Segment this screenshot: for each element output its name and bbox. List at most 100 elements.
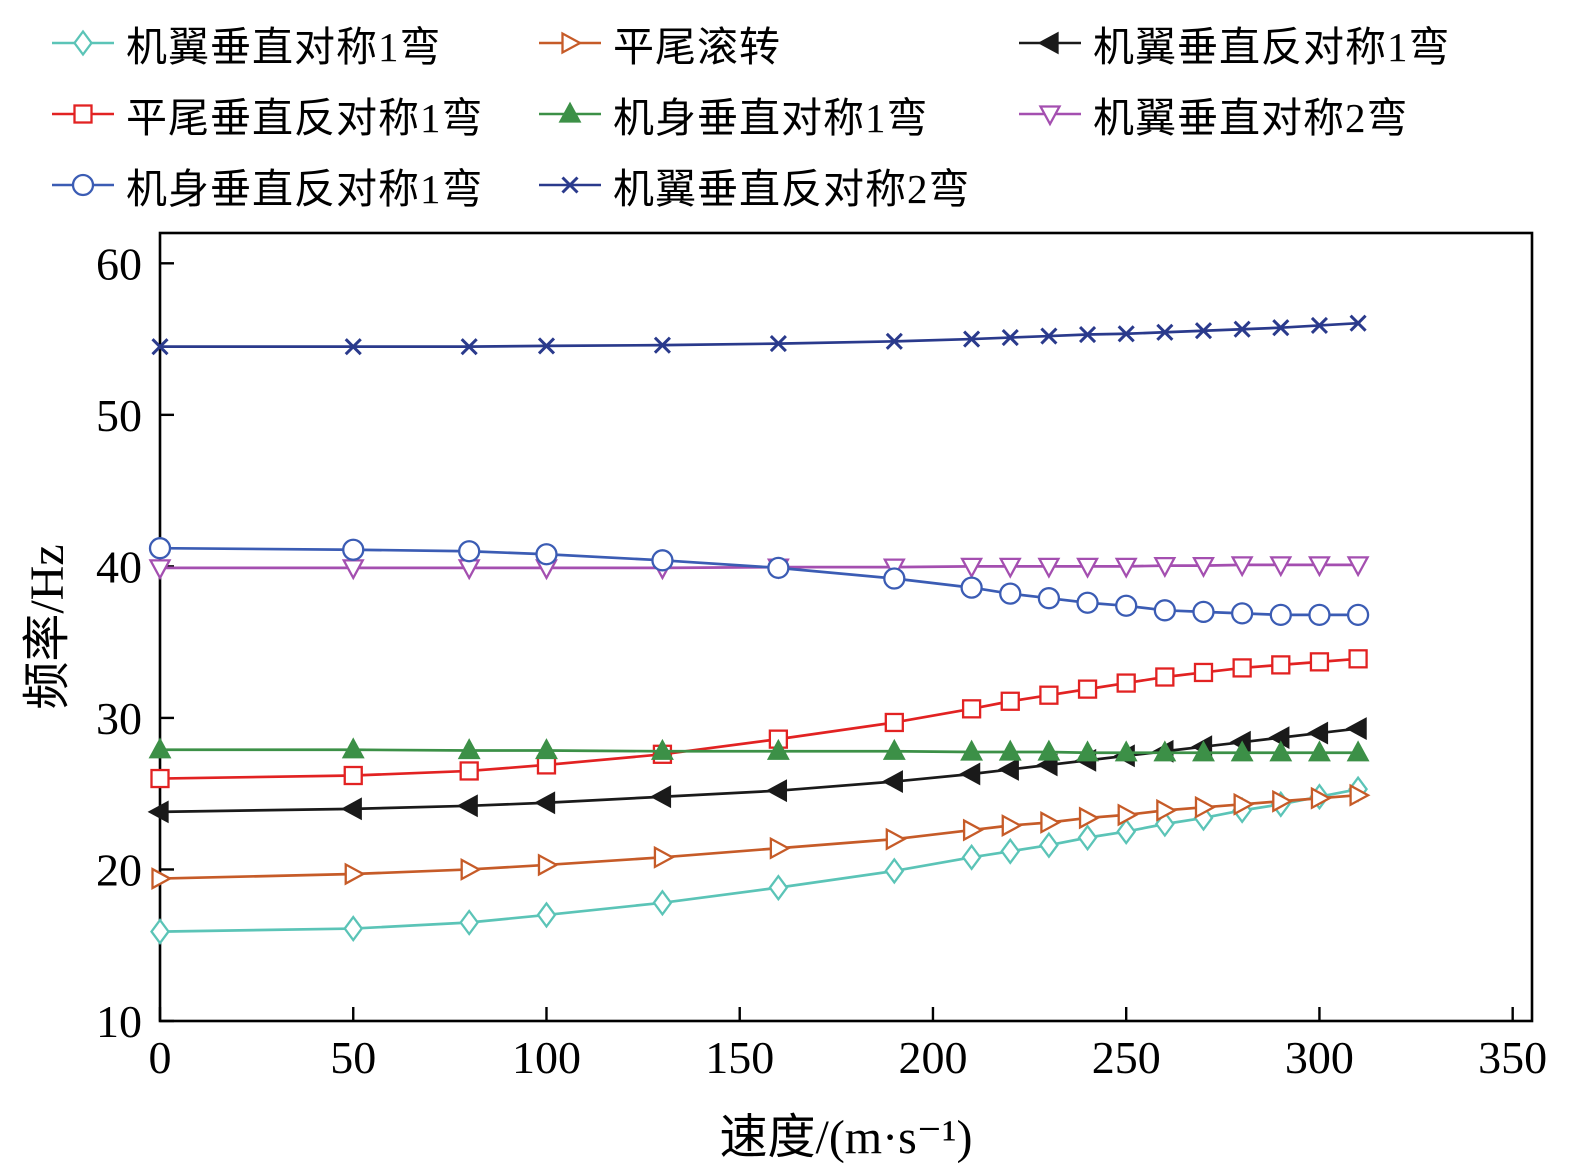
data-point: [651, 549, 674, 572]
data-point: [1271, 655, 1291, 675]
data-point: [536, 901, 557, 929]
data-point: [1114, 557, 1138, 579]
data-point: [460, 338, 478, 356]
data-point: [1001, 329, 1019, 347]
data-point: [1307, 721, 1329, 745]
data-point: [1153, 599, 1176, 622]
data-point: [1192, 556, 1215, 579]
data-point: [1233, 320, 1251, 338]
data-point: [1117, 803, 1139, 827]
data-point: [1193, 662, 1214, 683]
legend-item-3: 平尾垂直反对称1弯: [50, 79, 537, 148]
data-point: [998, 557, 1022, 579]
data-point: [1310, 786, 1332, 810]
plot-border: [158, 231, 1534, 1023]
data-point: [1230, 602, 1254, 625]
x-tick-label: 300: [1285, 1032, 1354, 1083]
data-point: [1076, 591, 1099, 614]
data-point: [558, 101, 582, 123]
chart-svg: 0 50 100 150 200 250 300 350 10 20 30 40 50 60: [96, 231, 1547, 1083]
data-point: [960, 739, 984, 761]
data-point: [1116, 818, 1137, 846]
data-point: [561, 175, 579, 194]
data-point: [148, 559, 172, 581]
data-point: [1114, 740, 1138, 762]
data-point: [1269, 740, 1293, 762]
data-point: [1192, 740, 1215, 762]
data-point: [1230, 556, 1254, 578]
data-point: [652, 889, 673, 917]
data-point: [341, 737, 365, 759]
data-point: [343, 765, 363, 786]
data-point: [884, 712, 904, 733]
series-line-6: [159, 546, 1359, 617]
data-point: [150, 918, 170, 946]
data-point: [1038, 831, 1059, 859]
triangle-left-icon: [1019, 31, 1081, 54]
data-point: [1156, 798, 1178, 822]
data-point: [1233, 792, 1255, 816]
x-tick-label: 150: [705, 1032, 774, 1083]
data-point: [881, 770, 903, 794]
data-point: [1037, 587, 1061, 610]
data-point: [767, 556, 790, 580]
data-point: [457, 738, 481, 760]
diamond-icon: [52, 29, 114, 56]
x-icon: [539, 175, 601, 194]
data-point: [1269, 603, 1292, 627]
data-point: [1078, 806, 1100, 830]
data-point: [1269, 556, 1293, 578]
data-point: [650, 738, 674, 760]
data-point: [537, 853, 559, 877]
data-point: [1156, 323, 1174, 341]
data-point: [997, 758, 1019, 781]
data-point: [961, 843, 982, 871]
data-point: [765, 779, 788, 803]
data-point: [460, 858, 482, 881]
data-point: [1192, 600, 1215, 623]
triangle-up-icon: [539, 101, 601, 123]
legend-item-1: 平尾滚转: [537, 8, 1017, 77]
y-tick-label: 20: [96, 844, 142, 895]
data-point: [1153, 740, 1177, 762]
data-point: [653, 336, 671, 354]
data-point: [1346, 603, 1370, 627]
data-point: [959, 762, 981, 786]
data-point: [885, 827, 907, 851]
data-point: [1040, 811, 1062, 834]
data-point: [1076, 740, 1099, 762]
legend-label: 平尾垂直反对称1弯: [126, 94, 484, 141]
data-point: [1037, 739, 1061, 761]
data-point: [962, 818, 985, 842]
data-point: [1038, 104, 1062, 126]
data-point: [1000, 837, 1021, 865]
y-tick-label: 60: [96, 238, 142, 289]
legend-label: 机翼垂直反对称1弯: [1093, 23, 1451, 70]
data-point: [653, 845, 675, 869]
data-point: [1308, 740, 1331, 762]
data-point: [150, 768, 170, 789]
data-point: [73, 103, 93, 124]
data-point: [1000, 691, 1020, 711]
y-tick-label: 30: [96, 693, 142, 744]
legend-item-5: 机翼垂直对称2弯: [1017, 79, 1575, 148]
data-point: [1001, 814, 1023, 837]
square-icon: [52, 103, 114, 124]
data-point: [1194, 322, 1213, 340]
data-point: [1346, 740, 1370, 762]
data-point: [1078, 325, 1097, 344]
legend-label: 机翼垂直反对称2弯: [613, 165, 971, 212]
series-line-3: [159, 657, 1359, 780]
legend-item-2: 机翼垂直反对称1弯: [1017, 8, 1575, 77]
data-point: [458, 540, 481, 563]
data-point: [1077, 679, 1098, 699]
legend-item-6: 机身垂直反对称1弯: [50, 150, 537, 219]
data-point: [342, 538, 365, 561]
data-point: [768, 874, 789, 902]
x-axis-title: 速度/(m·s⁻¹): [719, 1111, 973, 1164]
x-tick-label: 50: [330, 1032, 376, 1083]
data-point: [998, 739, 1022, 761]
data-point: [1037, 31, 1059, 54]
data-point: [766, 738, 790, 760]
data-point: [1039, 685, 1059, 705]
